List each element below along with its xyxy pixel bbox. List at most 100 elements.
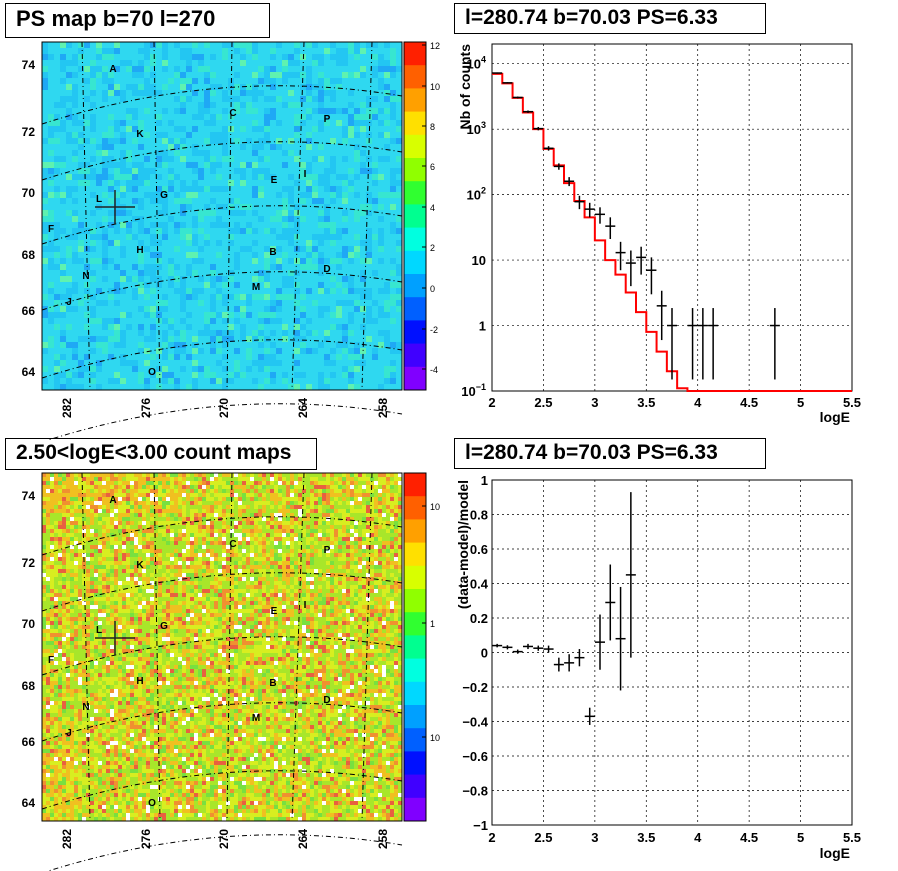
source-label-b: B [269,678,276,689]
latitude-tick-label: 74 [22,489,36,503]
color-scale-label: 8 [430,122,435,132]
latitude-line [41,271,403,311]
color-scale-label: -4 [430,365,438,375]
longitude-line [291,472,305,822]
source-label-h: H [136,245,143,256]
longitude-line [153,41,161,391]
residual-chart: 2 2.5 3 3.5 4 4.5 5 5.5 1 0.8 0.6 0.4 0.2 0 −0.2 −0.4 −0… [455,473,861,861]
map-pixels [42,473,402,821]
color-scale-band [404,65,426,89]
y-tick-label: 10−1 [461,382,486,399]
latitude-line [41,339,403,379]
x-tick-label: 4 [694,395,702,410]
source-label-p: P [324,545,331,556]
latitude-tick-label: 64 [22,796,36,810]
color-scale-band [404,42,426,66]
source-label-l: L [96,625,102,636]
color-scale-band [404,181,426,205]
color-scale-label: 10 [430,82,440,92]
color-scale-band [404,343,426,368]
latitude-line [41,770,403,810]
source-label-f: F [48,655,54,666]
latitude-line [41,702,403,742]
color-scale-label: 1 [430,619,435,629]
x-tick-label: 4.5 [740,395,758,410]
latitude-line [41,572,403,612]
color-scale-label: 2 [430,243,435,253]
latitude-tick-label: 68 [22,679,36,693]
color-scale-frame [403,472,427,822]
y-axis-label: Nb of counts [457,44,473,130]
color-scale-band [404,227,426,252]
source-label-o: O [148,798,156,809]
source-label-k: K [136,129,144,140]
graticule [41,472,403,871]
longitude-tick-label: 264 [296,829,310,849]
x-tick-label: 2 [488,830,495,845]
latitude-tick-label: 70 [22,186,36,200]
color-scale-band [404,320,426,345]
longitude-line [81,472,91,822]
residual-title: l=280.74 b=70.03 PS=6.33 [454,438,766,469]
color-scale-band [404,589,426,613]
source-label-i: I [304,600,307,611]
source-label-f: F [48,224,54,235]
color-scale-band [404,366,426,391]
graticule [41,41,403,440]
longitude-line [291,41,305,391]
x-tick-label: 3.5 [637,830,655,845]
x-tick-label: 5 [797,830,804,845]
latitude-line [41,516,403,556]
source-label-j: J [66,728,72,739]
y-tick-label: 102 [467,186,486,203]
source-label-c: C [229,108,236,119]
latitude-tick-label: 68 [22,248,36,262]
map-pixels [42,42,402,390]
latitude-tick-label: 64 [22,365,36,379]
color-scale-band [404,612,426,636]
x-tick-label: 5.5 [843,830,861,845]
count-map: 74 72 70 68 66 64 282 276 270 264 258 A K C P E I G L F H B D N… [22,472,440,871]
source-label-i: I [304,169,307,180]
x-tick-label: 2 [488,395,495,410]
latitude-tick-label: 72 [22,125,36,139]
color-scale-band [404,274,426,298]
color-scale-label: 10⁻¹ [430,733,440,743]
y-tick-label: 1 [479,319,486,334]
longitude-tick-label: 264 [296,398,310,418]
color-scale-band [404,88,426,113]
source-label-m: M [252,282,260,293]
source-label-l: L [96,194,102,205]
source-label-d: D [323,264,330,275]
map-title-bottom: 2.50<logE<3.00 count maps [5,438,317,470]
x-tick-label: 2.5 [534,830,552,845]
source-label-c: C [229,539,236,550]
x-axis-label: logE [820,845,850,861]
source-label-e: E [271,606,278,617]
source-label-a: A [109,495,116,506]
color-scale-band [404,728,426,752]
longitude-line [361,41,373,391]
y-tick-label: 0.6 [470,542,488,557]
color-scale-band [404,774,426,799]
y-tick-label: 0.4 [470,577,489,592]
x-tick-label: 3 [591,395,598,410]
color-scale-band [404,565,426,590]
color-scale-band [404,705,426,729]
longitude-tick-label: 258 [376,398,390,418]
longitude-tick-label: 258 [376,829,390,849]
color-scale-band [404,658,426,683]
source-label-j: J [66,297,72,308]
y-tick-label: −0.6 [462,749,488,764]
source-label-g: G [160,190,168,201]
source-label-n: N [82,271,89,282]
latitude-tick-label: 66 [22,304,36,318]
latitude-line [41,205,403,245]
source-label-e: E [271,175,278,186]
longitude-tick-label: 276 [139,398,153,418]
y-tick-label: 10 [472,253,486,268]
y-tick-label: −0.4 [462,715,488,730]
x-tick-label: 2.5 [534,395,552,410]
color-scale-band [404,204,426,229]
